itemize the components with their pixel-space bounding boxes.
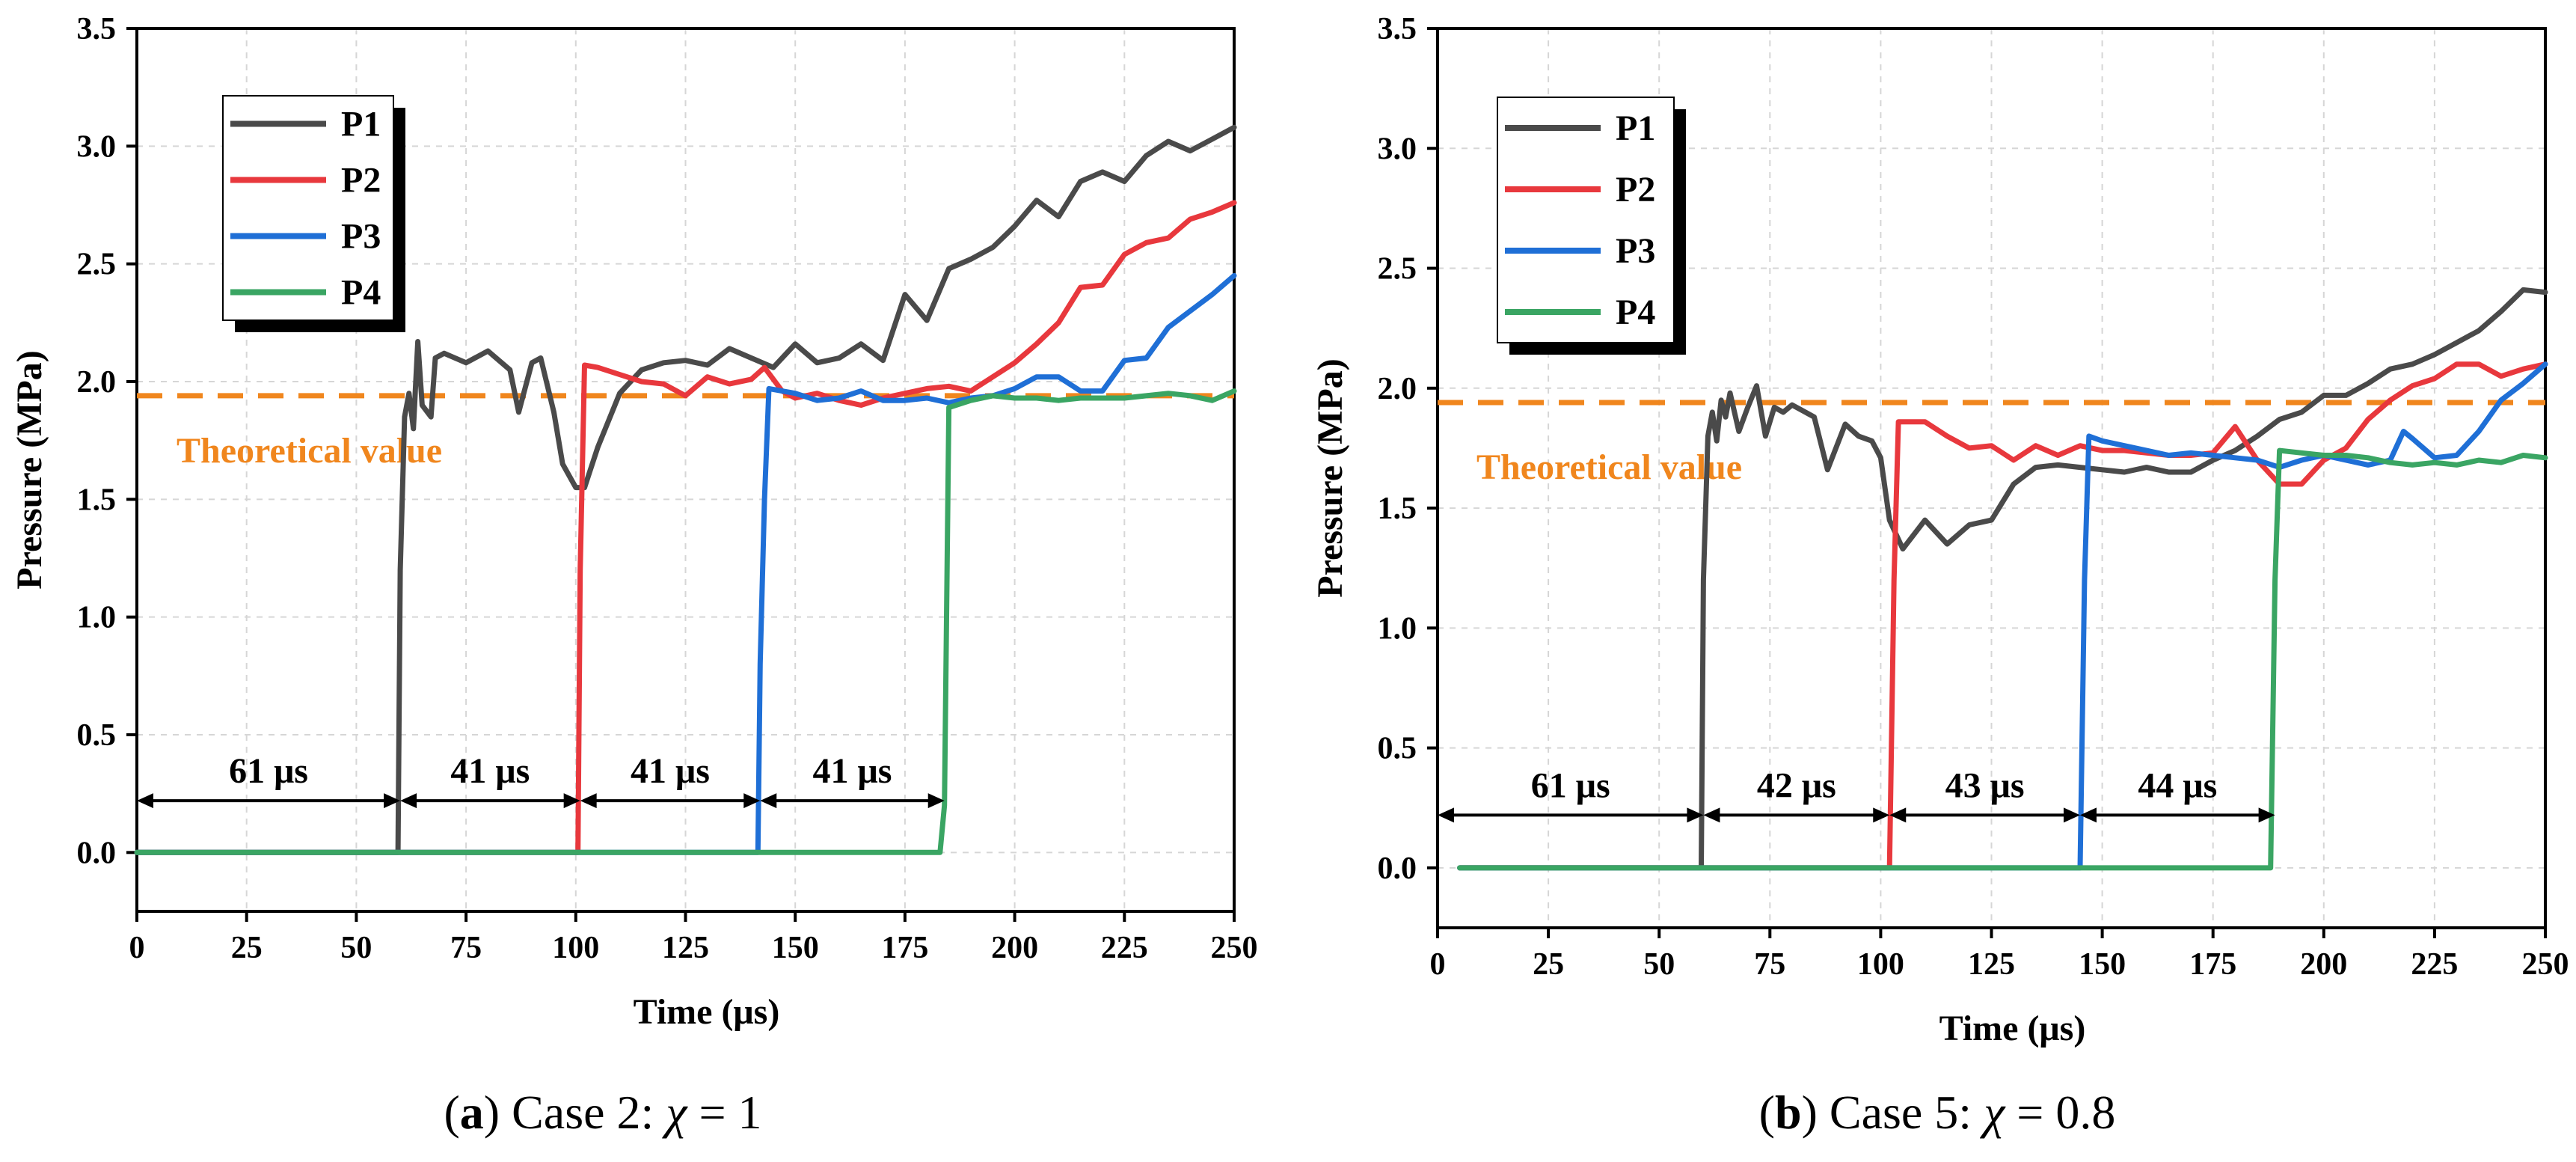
interval-arrowhead — [384, 793, 401, 809]
y-tick-label: 0.5 — [1378, 732, 1417, 766]
y-tick-label: 3.5 — [1378, 12, 1417, 46]
x-axis-title: Time (μs) — [1939, 1009, 2086, 1048]
x-tick-label: 0 — [129, 931, 145, 965]
x-tick-label: 50 — [340, 931, 372, 965]
y-tick-label: 2.0 — [1378, 372, 1417, 406]
x-tick-label: 125 — [662, 931, 709, 965]
x-tick-label: 25 — [1533, 947, 1564, 982]
series-line-p4 — [134, 388, 1237, 855]
x-tick-label: 175 — [2189, 947, 2236, 982]
legend-box — [1497, 97, 1675, 343]
legend-label-p2: P2 — [1616, 170, 1655, 210]
x-tick-label: 125 — [1968, 947, 2015, 982]
x-tick-label: 25 — [231, 931, 263, 965]
interval-arrowhead — [1438, 807, 1454, 823]
legend-label-p2: P2 — [341, 161, 381, 201]
series-line-p3 — [134, 272, 1237, 855]
interval-label: 41 μs — [631, 751, 710, 791]
chart-b: 0 25 50 75 100 125 150 175 200 225 250 0.0 0.5 1.0 1.5… — [1310, 12, 2569, 1048]
interval-label: 43 μs — [1945, 765, 2025, 805]
x-tick-label: 100 — [1857, 947, 1904, 982]
interval-label: 61 μs — [1531, 765, 1610, 805]
chart-a: 0 25 50 75 100 125 150 175 200 225 250 0.0 0.5 1.0 1.5… — [10, 12, 1258, 1032]
y-tick-label: 2.0 — [77, 365, 117, 400]
interval-label: 42 μs — [1757, 765, 1836, 805]
interval-label: 44 μs — [2138, 765, 2217, 805]
legend-label-p3: P3 — [1616, 231, 1655, 271]
x-tick-label: 250 — [1211, 931, 1258, 965]
x-tick-label: 250 — [2522, 947, 2569, 982]
x-tick-label: 100 — [552, 931, 599, 965]
interval-arrowhead — [1703, 807, 1720, 823]
interval-arrowhead — [760, 793, 777, 809]
legend-label-p4: P4 — [1616, 293, 1655, 332]
interval-arrowhead — [1889, 807, 1907, 823]
y-tick-label: 0.0 — [1378, 851, 1417, 886]
y-tick-label: 0.5 — [77, 718, 117, 753]
interval-arrowhead — [137, 793, 153, 809]
legend-label-p4: P4 — [341, 273, 381, 313]
x-tick-label: 0 — [1430, 947, 1446, 982]
series-line-p1 — [1457, 287, 2548, 871]
y-tick-label: 2.5 — [1378, 252, 1417, 287]
x-tick-label: 225 — [1101, 931, 1148, 965]
interval-arrowhead — [563, 793, 580, 809]
interval-arrowhead — [2079, 807, 2097, 823]
interval-arrowhead — [743, 793, 761, 809]
series-line-p1 — [134, 124, 1237, 855]
interval-label: 41 μs — [813, 751, 892, 791]
y-tick-label: 3.0 — [1378, 132, 1417, 166]
y-axis-title: Pressure (MPa) — [1310, 358, 1350, 597]
theoretical-label: Theoretical value — [1476, 447, 1742, 487]
y-axis-title: Pressure (MPa) — [10, 350, 49, 589]
interval-arrowhead — [1873, 807, 1890, 823]
y-tick-label: 1.0 — [77, 601, 117, 635]
x-tick-label: 175 — [881, 931, 928, 965]
interval-arrowhead — [927, 793, 945, 809]
interval-arrowhead — [1687, 807, 1704, 823]
x-tick-label: 75 — [1754, 947, 1785, 982]
x-tick-label: 75 — [450, 931, 482, 965]
x-tick-label: 150 — [2079, 947, 2126, 982]
y-tick-label: 1.5 — [77, 483, 117, 517]
legend-label-p3: P3 — [341, 217, 381, 257]
interval-label: 41 μs — [450, 751, 530, 791]
x-tick-label: 50 — [1643, 947, 1675, 982]
legend-box — [222, 95, 394, 321]
y-tick-label: 1.5 — [1378, 492, 1417, 526]
caption-b: (b) Case 5: χ = 0.8 — [1759, 1086, 2116, 1139]
y-tick-label: 3.0 — [77, 129, 117, 164]
caption-a: (a) Case 2: χ = 1 — [444, 1086, 761, 1139]
interval-arrowhead — [400, 793, 417, 809]
series-line-p4 — [1457, 447, 2548, 871]
series-line-p2 — [134, 200, 1237, 855]
x-tick-label: 150 — [772, 931, 819, 965]
interval-label: 61 μs — [229, 751, 308, 791]
interval-arrowhead — [580, 793, 597, 809]
y-tick-label: 2.5 — [77, 248, 117, 282]
x-tick-label: 200 — [991, 931, 1038, 965]
series-line-p3 — [1457, 361, 2548, 871]
interval-arrowhead — [2063, 807, 2080, 823]
theoretical-label: Theoretical value — [177, 431, 442, 471]
x-tick-label: 200 — [2300, 947, 2347, 982]
interval-arrowhead — [2258, 807, 2275, 823]
y-tick-label: 1.0 — [1378, 611, 1417, 646]
legend-label-p1: P1 — [1616, 108, 1655, 148]
y-tick-label: 3.5 — [77, 12, 117, 46]
y-tick-label: 0.0 — [77, 836, 117, 870]
x-tick-label: 225 — [2411, 947, 2458, 982]
x-axis-title: Time (μs) — [634, 992, 780, 1032]
legend-label-p1: P1 — [341, 105, 381, 144]
